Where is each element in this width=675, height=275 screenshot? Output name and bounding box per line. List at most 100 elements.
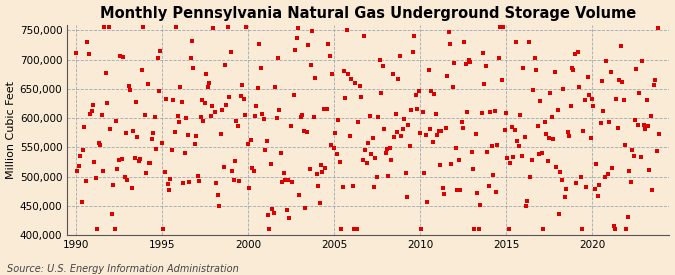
Point <box>75 154 86 158</box>
Point <box>343 72 354 77</box>
Point <box>398 127 408 131</box>
Point <box>290 47 300 52</box>
Point <box>647 188 657 192</box>
Point <box>98 168 109 173</box>
Point <box>89 160 100 164</box>
Point <box>306 63 317 68</box>
Point <box>199 101 210 105</box>
Point <box>149 115 160 119</box>
Point <box>520 203 531 208</box>
Point <box>72 169 82 173</box>
Point <box>263 213 273 217</box>
Point <box>192 174 203 178</box>
Point <box>159 170 170 174</box>
Point <box>486 144 497 148</box>
Point <box>460 62 471 67</box>
Point <box>436 129 447 133</box>
Point <box>410 93 421 98</box>
Point <box>155 49 166 53</box>
Point <box>628 154 639 158</box>
Point <box>419 171 430 175</box>
Point <box>443 29 454 34</box>
Point <box>188 66 199 70</box>
Point <box>380 151 391 155</box>
Point <box>572 50 583 54</box>
Point <box>639 123 649 128</box>
Point <box>158 227 169 232</box>
Point <box>566 66 577 70</box>
Point <box>304 167 315 172</box>
Point <box>182 133 193 138</box>
Point <box>427 139 438 144</box>
Text: Source: U.S. Energy Information Administration: Source: U.S. Energy Information Administ… <box>7 264 238 274</box>
Point <box>412 107 423 112</box>
Point <box>502 156 513 160</box>
Point <box>525 175 536 179</box>
Point <box>168 97 179 102</box>
Point <box>146 137 157 142</box>
Point <box>362 160 373 165</box>
Point <box>255 65 266 70</box>
Point <box>287 180 298 185</box>
Point <box>570 52 580 56</box>
Point <box>308 115 319 119</box>
Point <box>453 158 464 163</box>
Point <box>383 174 394 178</box>
Point <box>554 211 564 216</box>
Point <box>171 25 182 30</box>
Point <box>83 51 94 56</box>
Point <box>321 107 332 112</box>
Point <box>654 132 665 137</box>
Point <box>504 227 514 232</box>
Point <box>300 206 310 211</box>
Point <box>632 123 643 128</box>
Point <box>543 136 554 141</box>
Point <box>532 124 543 128</box>
Point <box>348 227 359 232</box>
Point <box>533 152 544 157</box>
Point <box>108 183 119 188</box>
Point <box>278 171 289 175</box>
Point <box>228 178 239 182</box>
Point <box>621 227 632 232</box>
Point <box>202 85 213 89</box>
Point <box>537 151 547 155</box>
Point <box>356 95 367 99</box>
Point <box>476 111 487 116</box>
Point <box>172 114 183 118</box>
Point <box>501 110 512 115</box>
Point <box>593 194 603 199</box>
Point <box>224 95 235 99</box>
Point <box>386 158 397 162</box>
Point <box>514 144 524 148</box>
Point <box>475 202 485 207</box>
Point <box>618 98 629 102</box>
Point <box>459 40 470 45</box>
Point <box>594 183 605 187</box>
Point <box>335 227 346 232</box>
Point <box>404 144 415 148</box>
Point <box>492 143 503 148</box>
Point <box>340 95 351 100</box>
Point <box>516 154 527 158</box>
Point <box>307 29 318 34</box>
Point <box>145 161 156 165</box>
Point <box>650 78 661 82</box>
Point <box>403 123 414 127</box>
Point <box>320 166 331 170</box>
Point <box>80 178 91 183</box>
Point <box>608 224 619 228</box>
Point <box>357 158 368 163</box>
Point <box>574 85 585 89</box>
Point <box>284 216 295 220</box>
Point <box>116 157 127 161</box>
Point <box>265 161 276 166</box>
Point <box>358 33 369 38</box>
Point <box>445 42 456 46</box>
Point <box>607 166 618 170</box>
Point <box>645 114 656 118</box>
Point <box>132 134 143 139</box>
Point <box>185 56 196 60</box>
Point <box>562 130 573 134</box>
Point <box>346 77 356 82</box>
